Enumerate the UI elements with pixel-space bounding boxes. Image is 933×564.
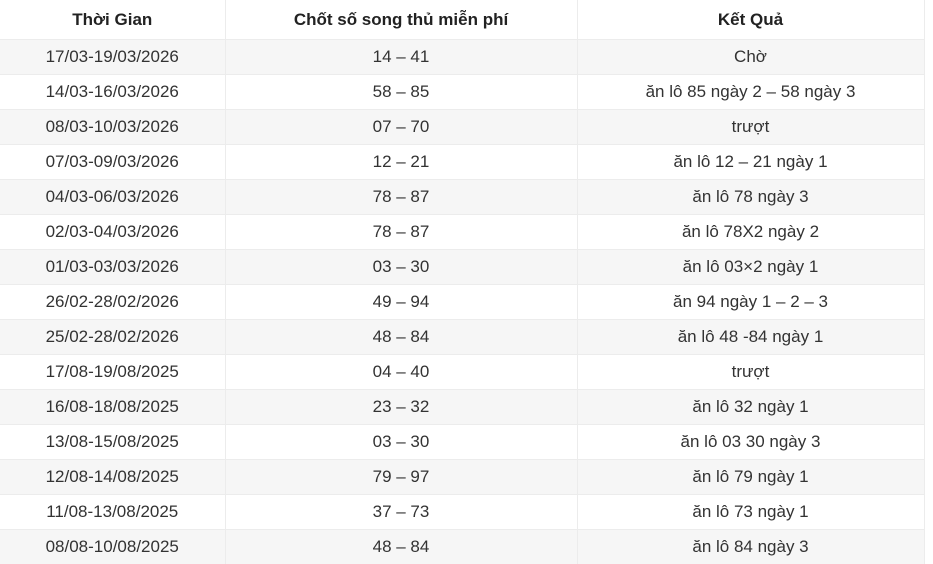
cell-result: ăn lô 79 ngày 1 bbox=[577, 460, 924, 495]
cell-numbers: 12 – 21 bbox=[225, 145, 577, 180]
cell-numbers: 03 – 30 bbox=[225, 425, 577, 460]
cell-numbers: 14 – 41 bbox=[225, 40, 577, 75]
cell-result: ăn 94 ngày 1 – 2 – 3 bbox=[577, 285, 924, 320]
cell-result: ăn lô 78X2 ngày 2 bbox=[577, 215, 924, 250]
cell-time: 07/03-09/03/2026 bbox=[0, 145, 225, 180]
cell-time: 13/08-15/08/2025 bbox=[0, 425, 225, 460]
cell-time: 25/02-28/02/2026 bbox=[0, 320, 225, 355]
cell-result: ăn lô 84 ngày 3 bbox=[577, 530, 924, 564]
cell-numbers: 78 – 87 bbox=[225, 180, 577, 215]
cell-time: 01/03-03/03/2026 bbox=[0, 250, 225, 285]
cell-result: ăn lô 48 -84 ngày 1 bbox=[577, 320, 924, 355]
cell-numbers: 48 – 84 bbox=[225, 320, 577, 355]
cell-time: 11/08-13/08/2025 bbox=[0, 495, 225, 530]
cell-time: 14/03-16/03/2026 bbox=[0, 75, 225, 110]
cell-result: Chờ bbox=[577, 40, 924, 75]
cell-numbers: 04 – 40 bbox=[225, 355, 577, 390]
header-numbers: Chốt số song thủ miễn phí bbox=[225, 0, 577, 40]
cell-numbers: 78 – 87 bbox=[225, 215, 577, 250]
cell-time: 08/08-10/08/2025 bbox=[0, 530, 225, 564]
cell-result: trượt bbox=[577, 355, 924, 390]
cell-time: 08/03-10/03/2026 bbox=[0, 110, 225, 145]
cell-numbers: 37 – 73 bbox=[225, 495, 577, 530]
cell-time: 16/08-18/08/2025 bbox=[0, 390, 225, 425]
cell-result: trượt bbox=[577, 110, 924, 145]
header-result: Kết Quả bbox=[577, 0, 924, 40]
cell-numbers: 23 – 32 bbox=[225, 390, 577, 425]
cell-result: ăn lô 32 ngày 1 bbox=[577, 390, 924, 425]
cell-time: 04/03-06/03/2026 bbox=[0, 180, 225, 215]
cell-time: 17/03-19/03/2026 bbox=[0, 40, 225, 75]
cell-result: ăn lô 85 ngày 2 – 58 ngày 3 bbox=[577, 75, 924, 110]
cell-numbers: 07 – 70 bbox=[225, 110, 577, 145]
table-header-row: Thời Gian Chốt số song thủ miễn phí Kết … bbox=[0, 0, 924, 40]
cell-result: ăn lô 03 30 ngày 3 bbox=[577, 425, 924, 460]
cell-numbers: 79 – 97 bbox=[225, 460, 577, 495]
cell-numbers: 49 – 94 bbox=[225, 285, 577, 320]
cell-result: ăn lô 78 ngày 3 bbox=[577, 180, 924, 215]
cell-time: 02/03-04/03/2026 bbox=[0, 215, 225, 250]
header-time: Thời Gian bbox=[0, 0, 225, 40]
cell-numbers: 03 – 30 bbox=[225, 250, 577, 285]
cell-result: ăn lô 12 – 21 ngày 1 bbox=[577, 145, 924, 180]
cell-numbers: 48 – 84 bbox=[225, 530, 577, 564]
cell-result: ăn lô 03×2 ngày 1 bbox=[577, 250, 924, 285]
cell-time: 26/02-28/02/2026 bbox=[0, 285, 225, 320]
cell-time: 17/08-19/08/2025 bbox=[0, 355, 225, 390]
cell-time: 12/08-14/08/2025 bbox=[0, 460, 225, 495]
cell-numbers: 58 – 85 bbox=[225, 75, 577, 110]
cell-result: ăn lô 73 ngày 1 bbox=[577, 495, 924, 530]
